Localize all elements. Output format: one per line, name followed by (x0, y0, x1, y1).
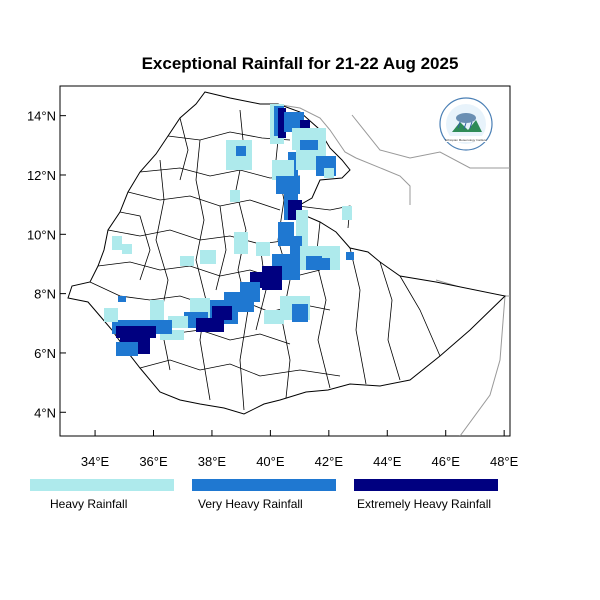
heavy-rain-cell (160, 330, 184, 340)
heavy-rain-cell (168, 316, 188, 328)
heavy-rain-cell (112, 236, 122, 250)
heavy-rain-cell (322, 246, 340, 258)
neighbour-borders (274, 103, 510, 436)
y-tick-label: 12°N (27, 168, 56, 183)
legend-bar-very-heavy (192, 479, 336, 491)
x-tick-label: 44°E (373, 454, 402, 469)
legend-bar-extremely-heavy (354, 479, 498, 491)
legend-label-extremely-heavy: Extremely Heavy Rainfall (357, 497, 492, 511)
rain-cloud-logo-icon (456, 113, 476, 123)
very-heavy-rain-cell (116, 342, 138, 356)
very-heavy-rain-cell (284, 112, 304, 132)
very-heavy-rain-cell (292, 304, 308, 322)
x-tick-label: 48°E (490, 454, 519, 469)
very-heavy-rain-cell (236, 146, 246, 156)
legend-label-very-heavy: Very Heavy Rainfall (198, 497, 303, 511)
very-heavy-rain-cell (306, 256, 330, 270)
y-tick-label: 6°N (34, 346, 56, 361)
heavy-rain-cell (122, 244, 132, 254)
heavy-rain-cell (200, 250, 216, 264)
heavy-rain-cell (234, 232, 248, 254)
x-tick-label: 34°E (81, 454, 110, 469)
x-tick-label: 36°E (139, 454, 168, 469)
x-tick-label: 38°E (198, 454, 227, 469)
very-heavy-rain-cell (118, 296, 126, 302)
extreme-rain-cell (278, 108, 286, 138)
heavy-rain-cell (264, 310, 284, 324)
heavy-rain-cell (104, 308, 118, 322)
y-tick-label: 10°N (27, 227, 56, 242)
y-tick-label: 8°N (34, 287, 56, 302)
x-tick-label: 40°E (256, 454, 285, 469)
very-heavy-rain-cell (276, 176, 300, 194)
legend-label-heavy: Heavy Rainfall (50, 497, 128, 511)
extreme-rain-cell (196, 318, 224, 332)
y-tick-label: 4°N (34, 405, 56, 420)
logo-text: Ethiopian Meteorology Institute (445, 138, 487, 142)
logo: Ethiopian Meteorology Institute (439, 97, 493, 151)
legend-bar-heavy (30, 479, 174, 491)
x-tick-label: 42°E (315, 454, 344, 469)
heavy-rain-cell (230, 190, 240, 202)
heavy-rain-cell (342, 206, 352, 220)
heavy-rain-cell (180, 256, 194, 266)
heavy-rain-cell (324, 168, 334, 178)
very-heavy-rain-cell (346, 252, 354, 260)
extreme-rain-cell (212, 306, 232, 320)
y-axis-ticks: 14°N 12°N 10°N 8°N 6°N 4°N (27, 109, 66, 420)
y-tick-label: 14°N (27, 109, 56, 124)
rainfall-cells (104, 104, 354, 356)
extreme-rain-cell (300, 120, 310, 132)
heavy-rain-cell (150, 300, 164, 320)
x-tick-label: 46°E (432, 454, 461, 469)
heavy-rain-cell (256, 242, 270, 256)
x-axis-ticks: 34°E 36°E 38°E 40°E 42°E 44°E 46°E 48°E (81, 430, 519, 469)
heavy-rain-cell (272, 160, 294, 180)
map-title: Exceptional Rainfall for 21-22 Aug 2025 (141, 54, 459, 73)
